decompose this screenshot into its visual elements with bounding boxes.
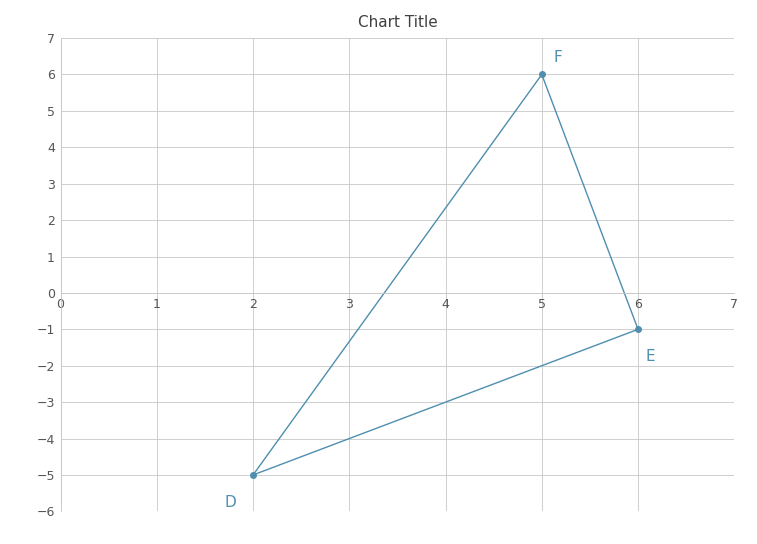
Text: E: E	[646, 349, 656, 364]
Title: Chart Title: Chart Title	[357, 15, 438, 30]
Text: F: F	[553, 51, 562, 65]
Text: D: D	[224, 495, 236, 510]
